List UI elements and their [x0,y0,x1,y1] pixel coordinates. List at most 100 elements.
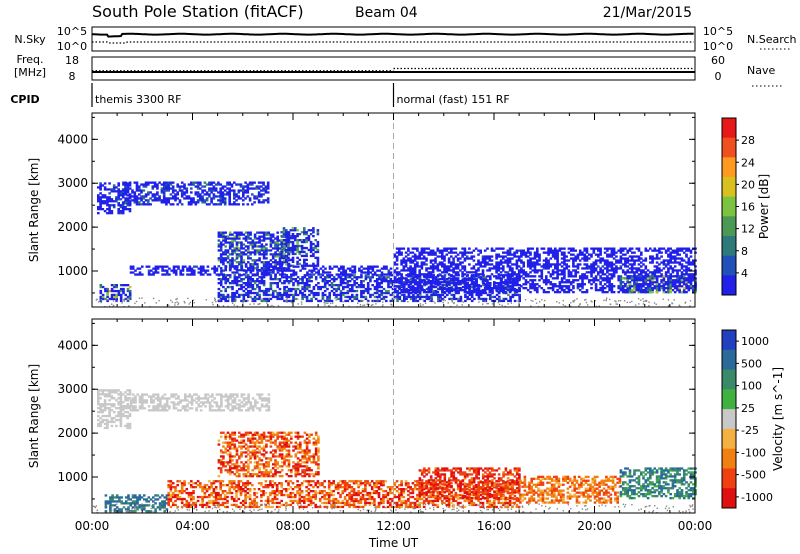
echo-cell [567,287,571,290]
echo-cell [297,303,299,305]
echo-cell [490,263,494,266]
echo-cell [418,281,421,284]
echo-cell [662,289,666,292]
echo-cell [395,255,399,258]
echo-cell [290,280,293,283]
echo-cell [135,181,139,184]
echo-cell [588,279,591,282]
echo-cell [117,204,120,207]
echo-cell [373,287,377,291]
echo-cell [640,251,643,254]
echo-cell [621,269,625,272]
echo-cell [119,401,123,404]
echo-cell [147,265,151,268]
echo-cell [407,273,410,276]
echo-cell [217,191,220,194]
echo-cell [244,185,247,188]
echo-cell [545,261,548,264]
echo-cell [99,202,102,205]
echo-cell [153,183,157,186]
echo-cell [199,183,202,186]
echo-cell [533,261,537,264]
echo-cell [253,267,257,270]
echo-cell [233,280,237,283]
echo-cell [99,397,102,400]
echo-cell [454,273,458,276]
echo-cell [100,301,102,304]
echo-cell [300,246,304,250]
echo-cell [342,271,345,274]
echo-cell [117,393,120,396]
echo-cell [595,305,598,308]
echo-cell [156,193,159,196]
echo-cell [238,235,241,238]
echo-cell [228,199,231,202]
echo-cell [486,279,489,282]
echo-cell [180,191,184,194]
echo-cell [306,273,309,276]
echo-cell [592,271,596,274]
echo-cell [178,201,182,204]
echo-cell [266,185,270,188]
echo-cell [303,285,307,289]
echo-cell [240,265,244,268]
echo-cell [443,255,446,258]
echo-cell [357,284,361,287]
echo-cell [653,302,656,304]
echo-cell [592,267,596,270]
echo-cell [526,249,530,252]
echo-cell [412,299,415,303]
echo-cell [651,275,654,278]
echo-cell [490,249,494,252]
echo-cell [556,289,559,292]
echo-cell [285,299,289,303]
echo-cell [506,253,510,256]
echo-cell [608,253,611,256]
echo-cell [324,301,326,303]
echo-cell [658,263,661,266]
echo-cell [301,285,304,289]
echo-cell [348,284,352,287]
echo-cell [563,255,566,258]
echo-cell [296,246,299,250]
echo-cell [407,257,410,260]
echo-cell [425,281,428,284]
echo-cell [419,303,422,305]
echo-cell [333,265,336,268]
echo-cell [278,257,282,260]
echo-cell [141,265,144,268]
echo-cell [228,261,232,264]
echo-cell [413,257,417,260]
echo-cell [542,263,546,266]
echo-cell [533,263,537,266]
echo-cell [649,275,652,278]
echo-cell [285,254,288,258]
echo-cell [633,291,636,294]
echo-cell [474,269,478,272]
echo-cell [274,278,277,281]
echo-cell [316,262,320,265]
echo-cell [511,253,514,256]
echo-cell [263,267,266,270]
echo-cell [418,253,421,256]
echo-cell [213,269,216,272]
echo-cell [649,261,652,264]
echo-cell [685,261,688,264]
echo-cell [145,393,149,396]
echo-cell [285,258,288,261]
echo-cell [235,243,239,246]
echo-cell [637,259,641,262]
echo-cell [257,185,261,188]
echo-cell [517,265,521,268]
echo-cell [610,277,614,280]
echo-cell [141,273,144,276]
echo-cell [101,202,105,205]
echo-cell [287,282,291,285]
echo-cell [594,267,598,270]
echo-cell [590,253,593,256]
echo-cell [635,277,639,280]
echo-cell [612,267,616,270]
echo-cell [162,195,166,198]
echo-cell [459,299,463,303]
echo-cell [608,247,611,250]
